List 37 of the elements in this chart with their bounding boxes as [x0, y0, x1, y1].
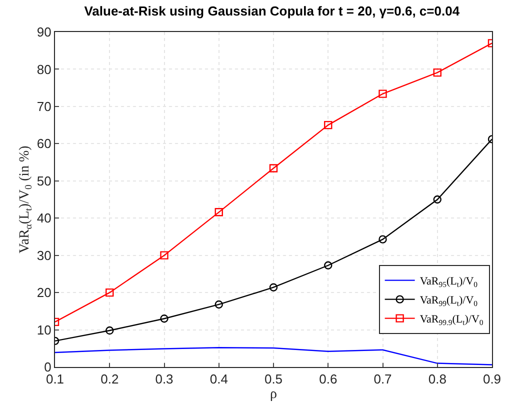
x-tick-label: 0.5 [264, 372, 283, 387]
point [160, 314, 168, 323]
x-tick-label: 0.8 [428, 372, 446, 387]
y-tick-label: 80 [36, 62, 52, 77]
point [378, 90, 387, 98]
y-tick-label: 10 [36, 322, 52, 338]
x-tick-label: 0.9 [482, 372, 502, 387]
legend-label: VaR$_{99}$(L$_{t}$)/V$_{0}$ [420, 294, 478, 308]
point [106, 326, 114, 335]
x-tick-label: 0.6 [319, 372, 338, 387]
point [324, 261, 332, 270]
x-axis-title: ρ [270, 386, 277, 402]
point [269, 283, 278, 292]
x-tick-label: 0.4 [210, 372, 228, 387]
legend-label: VaR$_{95}$(L$_{t}$)/V$_{0}$ [420, 276, 478, 289]
point [433, 68, 442, 77]
point [324, 120, 332, 130]
chart-title: Value-at-Risk using Gaussian Copula for t = 20, γ=0.6, c=0.04 [84, 3, 460, 18]
y-tick-label: 40 [36, 210, 52, 226]
point [106, 288, 114, 297]
point [214, 208, 223, 216]
y-tick-label: 20 [36, 285, 52, 300]
point [269, 164, 278, 172]
point [214, 300, 223, 309]
point [378, 235, 387, 244]
y-tick-label: 60 [36, 136, 52, 152]
legend-label: VaR$_{99.9}$(L$_{t}$)/V$_{0}$ [420, 314, 484, 327]
x-tick-label: 0.7 [374, 372, 392, 387]
line-series [55, 347, 492, 366]
point [160, 251, 168, 260]
y-tick-label: 70 [36, 98, 52, 114]
x-tick-label: 0.2 [100, 372, 119, 387]
y-tick-label: 30 [36, 248, 52, 263]
x-tick-label: 0.3 [155, 372, 174, 387]
point [433, 195, 442, 204]
y-tick-label: 90 [36, 24, 52, 40]
y-tick-label: 50 [36, 173, 52, 188]
